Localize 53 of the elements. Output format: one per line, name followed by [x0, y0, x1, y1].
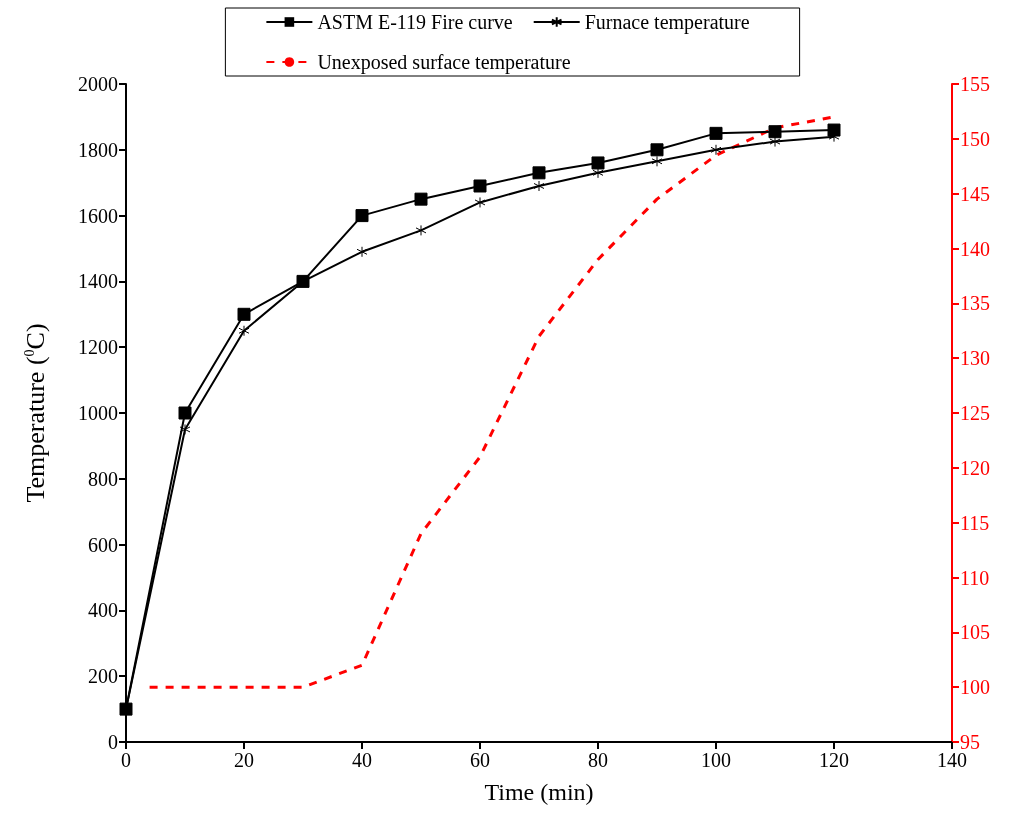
point — [178, 406, 192, 420]
x-tick-label: 60 — [470, 749, 490, 771]
y-tick-label: 600 — [88, 533, 118, 556]
legend-label: ASTM E-119 Fire curve — [317, 11, 513, 33]
y2-tick-label: 150 — [960, 127, 990, 150]
y-tick-label: 1000 — [78, 402, 118, 424]
point — [591, 156, 605, 170]
y-tick-label: 200 — [88, 665, 118, 688]
point — [237, 307, 251, 321]
point — [473, 179, 487, 193]
legend-label: Furnace temperature — [584, 11, 750, 34]
x-tick-label: 20 — [234, 749, 254, 771]
y2-tick-label: 125 — [960, 402, 990, 424]
y-tick-label: 400 — [88, 599, 118, 622]
point — [533, 180, 545, 192]
y2-tick-label: 105 — [960, 621, 990, 644]
y2-tick-label: 130 — [960, 347, 990, 370]
x-tick-label: 80 — [588, 749, 608, 771]
point — [355, 209, 369, 223]
y-tick-label: 800 — [88, 467, 118, 490]
point — [179, 423, 191, 435]
point — [415, 224, 427, 236]
y2-tick-label: 140 — [960, 237, 990, 260]
y-axis-title: Temperature (0C) — [20, 323, 50, 503]
point — [532, 166, 546, 180]
point — [768, 125, 782, 139]
y2-tick-label: 120 — [960, 456, 990, 479]
x-tick-label: 100 — [701, 749, 731, 771]
y-tick-label: 0 — [108, 731, 118, 753]
y2-tick-label: 135 — [960, 292, 990, 315]
y2-tick-label: 155 — [960, 73, 990, 95]
point — [474, 196, 486, 208]
point — [709, 126, 723, 140]
y-tick-label: 1400 — [78, 270, 118, 293]
legend-label: Unexposed surface temperature — [317, 51, 571, 74]
point — [710, 144, 722, 156]
y-tick-label: 1200 — [78, 336, 118, 359]
y-tick-label: 2000 — [78, 73, 118, 95]
point — [769, 136, 781, 148]
y2-tick-label: 115 — [960, 511, 990, 534]
point — [650, 143, 664, 157]
x-tick-label: 120 — [819, 749, 849, 771]
point — [238, 325, 250, 337]
x-tick-label: 40 — [352, 749, 372, 771]
point — [414, 192, 428, 206]
point — [651, 155, 663, 167]
y2-tick-label: 110 — [960, 566, 990, 589]
y-tick-label: 1800 — [78, 138, 118, 161]
y-tick-label: 1600 — [78, 204, 118, 227]
point — [356, 246, 368, 258]
y2-tick-label: 100 — [960, 676, 990, 699]
y2-tick-label: 145 — [960, 182, 990, 205]
x-axis-title: Time (min) — [484, 779, 594, 805]
